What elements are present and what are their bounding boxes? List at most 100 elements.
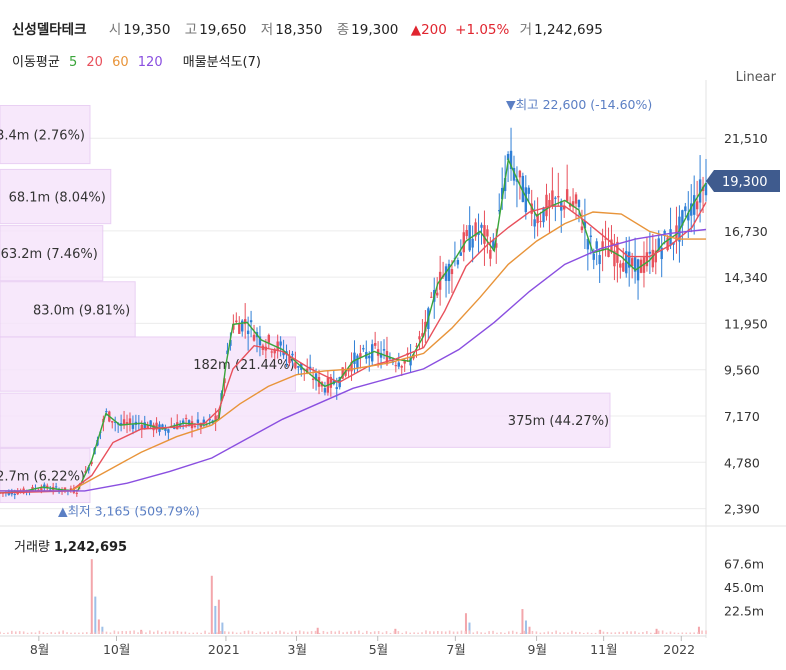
candle-body xyxy=(111,421,114,423)
volume-bar xyxy=(409,632,411,634)
scale-toggle[interactable]: Linear xyxy=(735,70,776,85)
volume-bar xyxy=(535,631,538,634)
volume-bar xyxy=(649,632,652,634)
candle-body xyxy=(273,349,276,354)
volume-bar xyxy=(259,631,262,634)
candle-body xyxy=(583,221,587,229)
volume-bar xyxy=(472,632,475,634)
candle-body xyxy=(279,341,282,346)
stock-name: 신성델타테크 xyxy=(12,22,87,38)
ma-120-line xyxy=(0,228,707,492)
candle-body xyxy=(46,485,49,489)
candle-body xyxy=(270,351,273,353)
volume-bar xyxy=(82,632,84,634)
volume-bar xyxy=(291,631,293,634)
volume-bar xyxy=(480,632,482,634)
volume-bar xyxy=(239,632,242,634)
volume-bar xyxy=(97,630,100,634)
candle-body xyxy=(462,232,465,253)
volume-bar xyxy=(125,631,128,634)
candle-body xyxy=(654,250,657,263)
volume-bar xyxy=(642,632,644,634)
moving-average-legend[interactable]: 이동평균 5 20 60 120 매물분석도(7) xyxy=(12,51,266,70)
candle-body xyxy=(373,342,377,346)
volume-bar xyxy=(527,632,530,634)
candle-body xyxy=(509,150,513,170)
volume-bar xyxy=(373,631,376,634)
candle-body xyxy=(657,238,660,251)
candle-body xyxy=(418,336,421,340)
volume-bar xyxy=(567,632,569,634)
candle-body xyxy=(164,428,167,431)
volume-bar xyxy=(582,632,585,634)
high-annotation: ▼최고 22,600 (-14.60%) xyxy=(506,97,652,112)
volume-bar xyxy=(220,630,222,634)
candle-body xyxy=(178,423,182,427)
candle-body xyxy=(536,213,539,224)
current-price-label: 19,300 xyxy=(722,175,768,190)
open-value: 19,350 xyxy=(123,22,171,38)
volume-bar xyxy=(247,630,250,634)
volume-bar xyxy=(665,632,668,634)
candle-body xyxy=(450,269,454,275)
volume-bar xyxy=(93,632,96,634)
volume-bar xyxy=(26,632,29,634)
candle-body xyxy=(394,365,398,367)
volume-bar xyxy=(464,631,467,634)
candle-body xyxy=(690,203,693,216)
candle-body xyxy=(288,356,291,364)
volume-bar xyxy=(210,575,213,634)
volume-bar xyxy=(101,631,104,634)
ma-period-60: 60 xyxy=(112,55,129,70)
volume-bar xyxy=(89,632,92,634)
volume-bar xyxy=(421,632,423,634)
candle-body xyxy=(622,262,625,272)
volume-bar xyxy=(322,630,325,634)
volume-bar xyxy=(563,632,565,634)
candle-body xyxy=(613,250,616,267)
volume-bar xyxy=(235,632,238,634)
volume-bar xyxy=(263,632,266,634)
ma-period-5: 5 xyxy=(68,55,78,70)
volume-bar xyxy=(188,632,191,634)
volume-bar xyxy=(94,596,97,634)
candle-body xyxy=(235,320,238,323)
volume-bar xyxy=(204,630,206,634)
volume-bar xyxy=(168,631,171,634)
volume-bar xyxy=(484,632,486,634)
y-tick-label: 11,950 xyxy=(724,316,768,331)
candle-body xyxy=(119,423,123,426)
volume-profile-bar xyxy=(0,104,91,165)
ma-20-line xyxy=(0,201,707,494)
candle-body xyxy=(545,194,548,217)
volume-bar xyxy=(394,628,397,634)
volume-bar xyxy=(638,632,640,634)
candle-body xyxy=(698,179,702,203)
candle-body xyxy=(362,348,365,350)
volume-bar xyxy=(350,631,352,634)
volume-bar xyxy=(310,631,313,634)
volume-bar xyxy=(685,632,688,634)
volume-bar xyxy=(521,609,524,634)
candle-body xyxy=(90,461,93,465)
candle-body xyxy=(492,239,495,248)
volume-chart-label: 거래량 xyxy=(14,540,50,555)
candle-body xyxy=(648,251,652,254)
volume-bar xyxy=(105,631,108,634)
candle-body xyxy=(276,341,279,351)
candle-body xyxy=(149,420,152,426)
volume-bar xyxy=(109,632,112,634)
candle-body xyxy=(630,258,634,267)
volume-bar xyxy=(456,631,459,634)
candle-body xyxy=(131,424,135,429)
candle-body xyxy=(512,167,516,181)
volume-bar xyxy=(342,632,344,634)
candle-body xyxy=(249,320,253,323)
volume-profile-bar xyxy=(0,225,104,282)
x-tick-label: 3월 xyxy=(288,642,307,657)
low-value: 18,350 xyxy=(275,22,323,38)
volume-bar xyxy=(0,631,1,634)
volume-bar xyxy=(539,632,542,634)
candle-body xyxy=(524,187,528,213)
